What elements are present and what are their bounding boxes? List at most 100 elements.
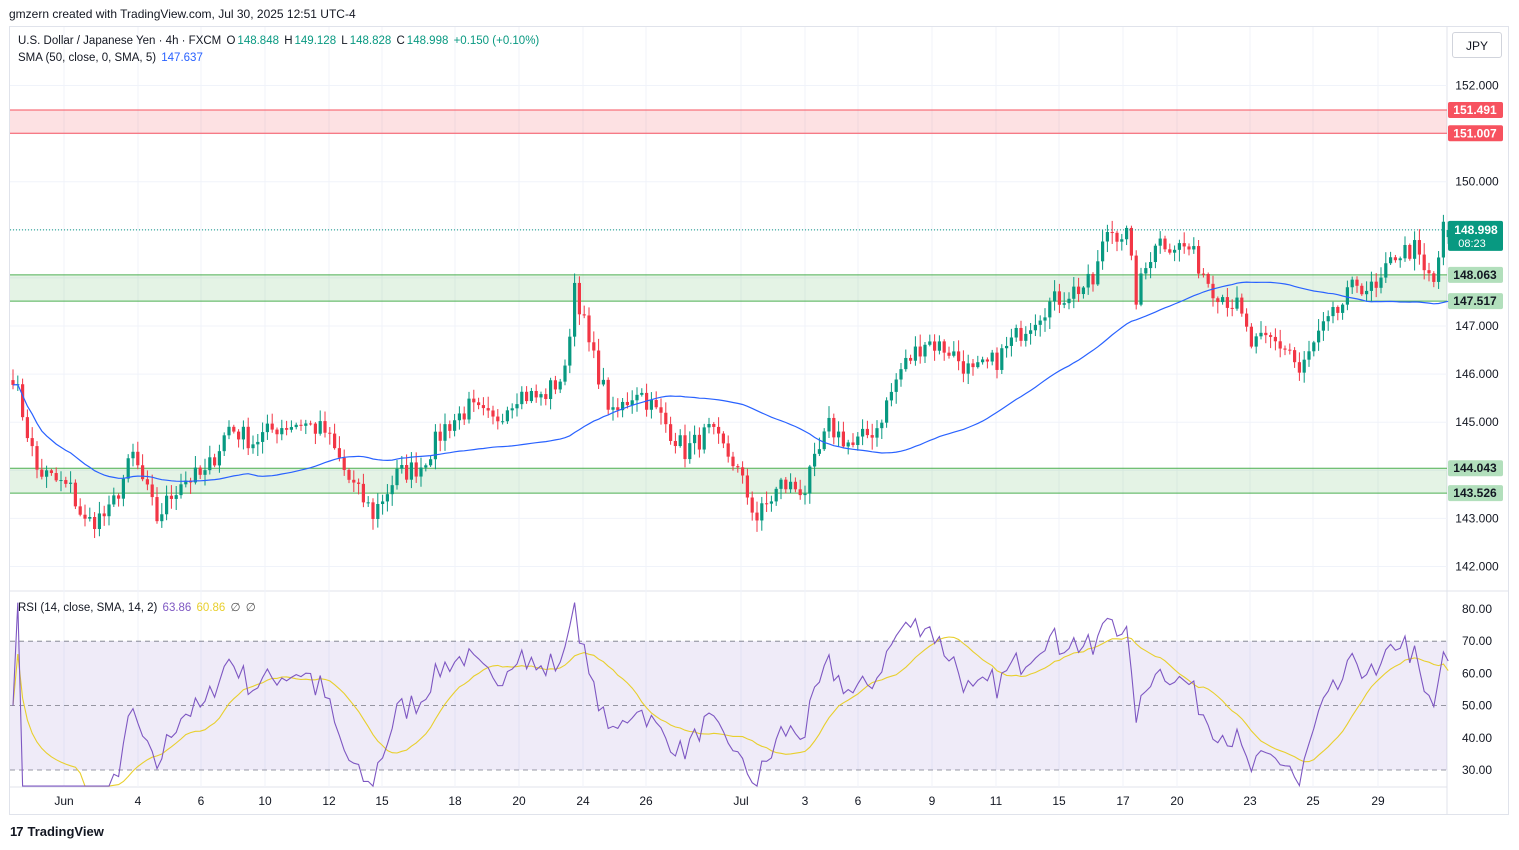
candle-up [1317, 330, 1321, 343]
candle-down [237, 431, 241, 440]
tradingview-logo-icon: 17 [10, 824, 24, 839]
candle-up [640, 392, 644, 395]
candle-down [462, 413, 466, 420]
candle-down [909, 357, 913, 361]
candle-down [448, 424, 452, 431]
candle-up [1149, 262, 1153, 269]
price-tick-label: 146.000 [1455, 367, 1499, 381]
currency-button[interactable]: JPY [1452, 32, 1502, 58]
candle-up [318, 421, 322, 434]
candle-down [1432, 273, 1436, 282]
x-tick-label: 17 [1116, 794, 1130, 808]
candle-down [102, 513, 106, 517]
candle-down [25, 417, 29, 439]
candle-up [107, 504, 111, 517]
candle-down [357, 482, 361, 484]
rsi-label[interactable]: RSI (14, close, SMA, 14, 2) [18, 602, 158, 614]
candle-down [49, 470, 53, 474]
candle-up [280, 428, 284, 435]
candle-down [1163, 238, 1167, 250]
candle-up [1024, 333, 1028, 341]
candle-up [1000, 348, 1004, 370]
rsi-ma-line [12, 636, 1449, 787]
candle-down [625, 401, 629, 406]
candle-down [141, 465, 145, 480]
candle-up [678, 435, 682, 447]
rsi-ma-value: 60.86 [196, 602, 226, 614]
x-tick-label: 12 [322, 794, 336, 808]
candle-down [1355, 279, 1359, 286]
candle-up [505, 410, 509, 422]
candle-up [1321, 321, 1325, 331]
x-tick-label: 15 [375, 794, 389, 808]
close-label: C [396, 35, 405, 47]
candle-up [174, 495, 178, 499]
price-tick-label: 147.000 [1455, 319, 1499, 333]
candle-up [457, 413, 461, 421]
candle-down [971, 363, 975, 368]
candle-down [136, 451, 140, 466]
candle-down [1417, 240, 1421, 255]
candle-up [1437, 257, 1441, 282]
candle-up [1105, 232, 1109, 242]
candle-up [419, 467, 423, 477]
candle-up [1221, 297, 1225, 303]
support-upper-zone [10, 274, 1447, 302]
candle-down [1422, 254, 1426, 271]
candle-up [952, 351, 956, 356]
candle-up [433, 431, 437, 460]
x-tick-label: 15 [1052, 794, 1066, 808]
candle-up [558, 381, 562, 390]
rsi-tick-label: 60.00 [1462, 666, 1492, 680]
candles-group [11, 214, 1450, 539]
x-tick-label: 26 [639, 794, 653, 808]
zone-price-label: 147.517 [1453, 294, 1497, 308]
candle-up [1014, 327, 1018, 338]
x-tick-label: 3 [802, 794, 809, 808]
candle-up [304, 423, 308, 426]
candle-down [1240, 297, 1244, 314]
symbol-title[interactable]: U.S. Dollar / Japanese Yen · 4h · FXCM [18, 35, 222, 47]
candle-up [1341, 304, 1345, 313]
candle-up [1235, 297, 1239, 309]
tradingview-footer[interactable]: 17 TradingView [10, 824, 104, 839]
candle-up [227, 426, 231, 436]
candle-down [150, 484, 154, 498]
candle-down [1230, 307, 1234, 309]
zone-price-label: 144.043 [1453, 461, 1497, 475]
high-value: 149.128 [294, 35, 337, 47]
candle-up [390, 485, 394, 495]
candle-up [184, 480, 188, 485]
candle-up [429, 459, 433, 466]
candle-up [45, 470, 49, 477]
candle-down [750, 497, 754, 513]
sma-label[interactable]: SMA (50, close, 0, SMA, 5) [18, 52, 157, 64]
candle-up [385, 494, 389, 502]
open-value: 148.848 [237, 35, 279, 47]
candle-up [1173, 249, 1177, 253]
candle-down [741, 467, 745, 476]
zone-price-label: 151.007 [1453, 126, 1497, 140]
candle-down [337, 448, 341, 458]
candle-down [961, 361, 965, 374]
x-tick-label: 4 [135, 794, 142, 808]
candle-up [1365, 290, 1369, 295]
candle-down [1278, 341, 1282, 349]
candle-up [990, 352, 994, 362]
candle-down [313, 423, 317, 434]
candle-up [760, 503, 764, 521]
candle-up [1086, 273, 1090, 288]
candle-down [213, 457, 217, 466]
candle-up [1139, 273, 1143, 305]
price-tick-label: 150.000 [1455, 175, 1499, 189]
candle-up [366, 502, 370, 504]
candle-up [241, 426, 245, 440]
candle-up [112, 495, 116, 505]
candle-down [328, 432, 332, 434]
zone-price-tag [1448, 293, 1503, 310]
candle-up [837, 431, 841, 438]
candle-down [985, 359, 989, 362]
candle-down [93, 516, 97, 530]
candle-down [1245, 313, 1249, 327]
